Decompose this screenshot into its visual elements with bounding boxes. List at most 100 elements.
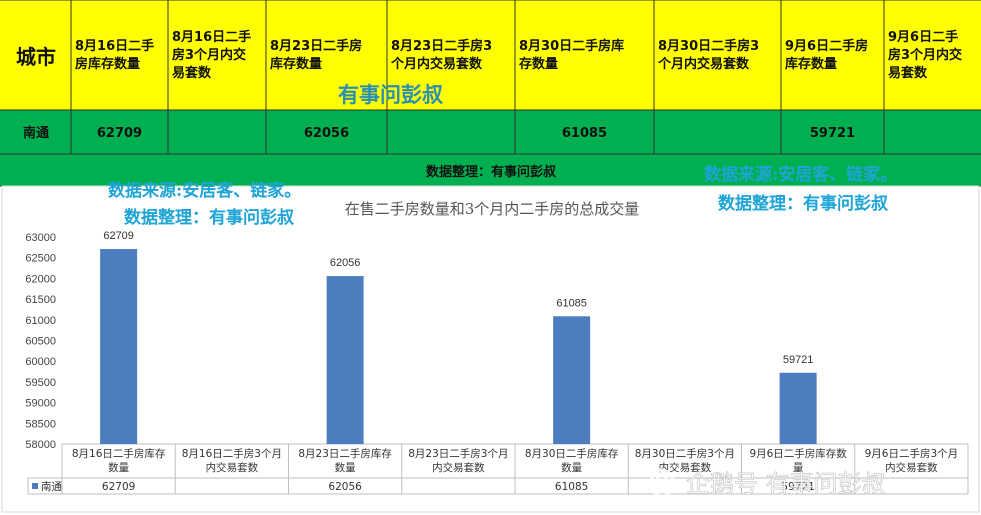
y-tick-label: 61000: [25, 315, 56, 327]
y-tick-label: 60000: [25, 356, 56, 368]
row-value-3: 62056: [304, 126, 349, 141]
row-city-name: 南通: [23, 125, 49, 141]
header-line: 易套数: [888, 65, 928, 81]
header-column-4: 8月23日二手房3 个月内交易套数: [390, 38, 492, 72]
data-label: 62056: [330, 257, 361, 269]
x-category-label: 8月16日二手房3个月内交易套数: [182, 447, 282, 474]
bar-chart: 在售二手房数量和3个月内二手房的总成交量 58000 58500 59000 5950…: [1, 185, 980, 513]
category-line: 量: [793, 462, 804, 474]
header-city-label: 城市: [16, 45, 56, 69]
row-value-5: 61085: [562, 126, 607, 141]
category-line: 数量: [561, 461, 582, 474]
data-row-background: [0, 110, 981, 154]
data-label: 59721: [783, 354, 814, 366]
header-column-7: 9月6日二手房库存数量: [785, 38, 868, 72]
chart-data-table: 8月16日二手房库存数量 8月16日二手房3个月内交易套数 8月23日二手房库存数量…: [27, 444, 969, 495]
header-column-1: 8月16日二手房库存数量: [75, 38, 154, 72]
category-line: 内交易套数: [659, 461, 712, 474]
y-tick-label: 61500: [25, 294, 56, 306]
data-table-value: 61085: [555, 481, 588, 493]
category-line: 8月23日二手房库存: [298, 447, 392, 460]
category-line: 8月16日二手房库存: [72, 447, 166, 460]
header-line: 个月内交易套数: [657, 56, 750, 72]
watermark-corner: 企鹅号 有事问彭叔: [686, 470, 886, 498]
row-value-1: 62709: [97, 126, 142, 141]
category-line: 内交易套数: [432, 461, 485, 474]
x-category-label: 8月30日二手房库存数量: [525, 447, 619, 474]
legend-series-name: 南通: [41, 480, 62, 493]
header-line: 库存数量: [785, 56, 837, 72]
header-column-5: 8月30日二手房库存数量: [519, 38, 624, 72]
row-values: 62709 62056 61085 59721: [97, 126, 855, 141]
header-line: 8月23日二手房: [270, 38, 362, 54]
x-category-label: 9月6日二手房3个月内交易套数: [865, 447, 959, 474]
category-line: 数量: [335, 461, 356, 474]
chart-title: 在售二手房数量和3个月内二手房的总成交量: [345, 200, 640, 218]
watermarks: 有事问彭叔 数据来源:安居客、链家。 数据整理：有事问彭叔 数据来源:安居客、链…: [108, 82, 897, 498]
category-line: 内交易套数: [206, 461, 259, 474]
bar: [326, 276, 364, 444]
data-table: 城市 8月16日二手房库存数量8月16日二手房3个月内交易套数8月23日二手房库…: [0, 0, 981, 187]
merged-note-background: [0, 154, 981, 186]
y-tick-label: 62000: [25, 273, 56, 285]
legend-swatch: [32, 483, 38, 489]
header-column-2: 8月16日二手房3个月内交易套数: [172, 29, 251, 81]
data-label: 61085: [556, 297, 587, 309]
watermark-left-source: 数据来源:安居客、链家。: [108, 180, 301, 201]
header-line: 9月6日二手: [888, 29, 958, 45]
header-column-8: 9月6日二手房3个月内交易套数: [888, 29, 962, 81]
category-line: 8月16日二手房3个月: [182, 447, 282, 460]
header-line: 房3个月内交: [888, 47, 962, 63]
header-line: 8月16日二手: [172, 29, 251, 45]
header-line: 8月23日二手房3: [391, 38, 492, 54]
data-label: 62709: [103, 230, 134, 242]
x-category-label: 8月23日二手房3个月内交易套数: [408, 447, 508, 474]
bar: [553, 316, 591, 444]
y-tick-label: 62500: [25, 253, 56, 265]
header-line: 8月30日二手房库: [519, 38, 624, 54]
header-line: 8月16日二手: [75, 38, 154, 54]
merged-note-text: 数据整理：有事问彭叔: [426, 164, 557, 180]
chart-bars: 62709 62056 61085 59721: [100, 230, 817, 444]
watermark-right-source: 数据来源:安居客、链家。: [704, 164, 897, 185]
y-tick-label: 58000: [25, 439, 56, 451]
header-line: 存数量: [519, 56, 558, 72]
header-line: 库存数量: [270, 56, 322, 72]
y-tick-label: 63000: [25, 232, 56, 244]
x-category-label: 8月16日二手房库存数量: [72, 447, 166, 474]
header-line: 房库存数量: [75, 56, 140, 72]
category-line: 8月23日二手房3个月: [408, 447, 508, 460]
bar: [779, 372, 817, 444]
x-category-label: 8月23日二手房库存数量: [298, 447, 392, 474]
header-row-background: [0, 0, 981, 110]
bar: [100, 249, 138, 444]
header-line: 9月6日二手房: [785, 38, 868, 54]
header-column-3: 8月23日二手房库存数量: [270, 38, 362, 72]
category-line: 8月30日二手房3个月: [635, 447, 735, 460]
header-line: 房3个月内交: [172, 47, 246, 63]
chart-area-background: [1, 185, 980, 513]
data-table-value: 59721: [781, 481, 814, 493]
category-line: 9月6日二手房库存数: [749, 447, 847, 460]
watermark-center: 有事问彭叔: [338, 82, 444, 107]
header-line: 个月内交易套数: [390, 56, 483, 72]
data-table-value: 62056: [328, 481, 362, 493]
header-line: 8月30日二手房3: [658, 38, 759, 54]
penguin-logo: [649, 468, 675, 498]
header-line: 易套数: [172, 65, 212, 81]
x-category-label: 8月30日二手房3个月内交易套数: [635, 447, 735, 474]
header-column-labels: 8月16日二手房库存数量8月16日二手房3个月内交易套数8月23日二手房库存数量…: [75, 29, 962, 81]
category-line: 9月6日二手房3个月: [865, 447, 959, 460]
y-tick-label: 60500: [25, 336, 56, 348]
header-column-6: 8月30日二手房3 个月内交易套数: [657, 38, 759, 72]
y-tick-label: 59000: [25, 398, 56, 410]
watermark-right-org: 数据整理：有事问彭叔: [718, 193, 889, 214]
row-value-7: 59721: [810, 126, 855, 141]
category-line: 8月30日二手房库存: [525, 447, 619, 460]
category-line: 数量: [108, 461, 129, 474]
watermark-left-org: 数据整理：有事问彭叔: [124, 207, 295, 228]
y-tick-label: 58500: [25, 418, 56, 430]
category-line: 内交易套数: [885, 461, 938, 474]
y-tick-label: 59500: [25, 377, 56, 389]
